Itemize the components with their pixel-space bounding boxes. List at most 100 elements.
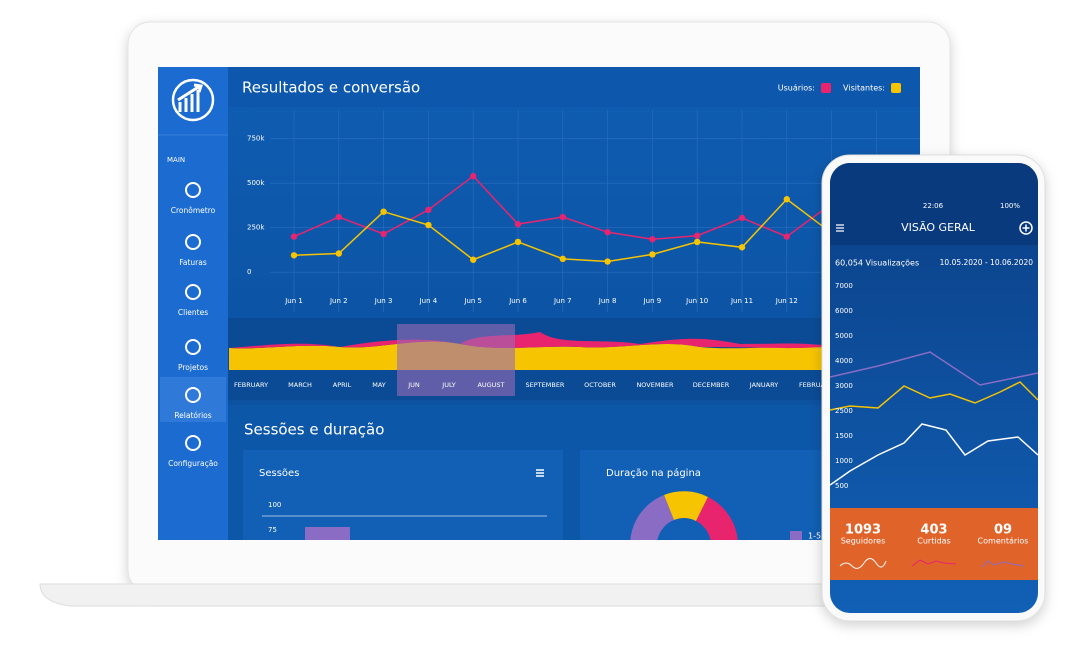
point xyxy=(335,250,342,257)
overview-users xyxy=(229,332,830,349)
point xyxy=(738,244,746,251)
y-tick-label: 0 xyxy=(247,268,251,276)
x-tick-label: Jun 8 xyxy=(598,297,617,305)
x-tick-label: Jun 12 xyxy=(775,297,798,305)
sessions-card xyxy=(243,450,563,540)
point xyxy=(380,208,387,215)
month-label: SEPTEMBER xyxy=(526,381,565,389)
legend-swatch xyxy=(821,83,831,93)
point xyxy=(649,236,656,243)
series-line xyxy=(293,175,877,241)
stat-label: Curtidas xyxy=(917,537,950,546)
phone-menu[interactable] xyxy=(836,224,844,232)
point xyxy=(694,238,701,246)
y-tick-label: 500k xyxy=(247,179,265,187)
point xyxy=(425,206,432,214)
x-tick-label: Jun 6 xyxy=(508,297,527,305)
month-label: MARCH xyxy=(288,381,312,389)
phone-axis-label: 5000 xyxy=(835,332,853,340)
sidebar-item[interactable]: Faturas xyxy=(179,258,207,267)
sidebar-icon xyxy=(185,435,201,451)
x-tick-label: Jun 4 xyxy=(419,297,438,305)
sidebar-item[interactable]: Relatórios xyxy=(174,411,211,420)
stat-label: Seguidores xyxy=(841,537,886,546)
sidebar-icon xyxy=(185,182,201,198)
point xyxy=(604,228,611,236)
point xyxy=(694,232,701,239)
point xyxy=(380,230,387,238)
month-label: AUGUST xyxy=(477,381,504,389)
point xyxy=(738,214,746,222)
point xyxy=(290,252,298,259)
point xyxy=(470,172,477,180)
sidebar-icon xyxy=(185,284,201,300)
sidebar-icon xyxy=(185,387,201,403)
phone-axis-label: 4000 xyxy=(835,357,853,365)
laptop-screen: MAIN Sessões e duração Duração na página… xyxy=(158,67,920,541)
section-title: Sessões e duração xyxy=(244,421,384,439)
overview-visitors xyxy=(229,341,830,370)
donut xyxy=(630,491,738,540)
phone-line-3 xyxy=(830,423,1038,486)
stats-panel xyxy=(830,508,1038,580)
status-time: 22:06 xyxy=(923,202,944,210)
point xyxy=(425,221,432,229)
phone-axis-label: 2500 xyxy=(835,407,853,415)
sidebar-icon xyxy=(185,339,201,355)
month-label: NOVEMBER xyxy=(636,381,674,389)
phone-period: 10.05.2020 - 10.06.2020 xyxy=(940,258,1034,267)
x-tick-label: Jun 3 xyxy=(374,297,393,305)
legend-label: Usuários: xyxy=(778,84,815,93)
month-label: DECEMBER xyxy=(693,381,730,389)
month-label: FEBRUARY xyxy=(799,381,833,389)
series-line xyxy=(293,198,877,263)
phone-title: VISÃO GERAL xyxy=(901,221,976,234)
month-label: JANUARY xyxy=(749,381,778,389)
phone-axis-label: 7000 xyxy=(835,282,853,290)
x-tick-label: Jun 10 xyxy=(685,297,708,305)
phone-axis-label: 1500 xyxy=(835,432,853,440)
month-label: JUN xyxy=(407,381,420,389)
sidebar-item[interactable]: Projetos xyxy=(178,363,208,372)
sidebar-item[interactable]: Clientes xyxy=(178,308,208,317)
phone-line-1 xyxy=(830,351,1038,386)
point xyxy=(559,213,566,221)
bar xyxy=(305,527,350,540)
point xyxy=(514,220,522,228)
sidebar-item[interactable]: Cronômetro xyxy=(171,206,216,215)
x-tick-label: Jun 9 xyxy=(643,297,662,305)
point xyxy=(335,213,342,221)
point xyxy=(559,255,566,263)
month-label: FEBRUARY xyxy=(234,381,268,389)
card-title: Sessões xyxy=(259,468,299,479)
x-tick-label: Jun 1 xyxy=(284,297,303,305)
overview-selection[interactable] xyxy=(397,324,515,396)
phone-screen: 22:06 100% VISÃO GERAL 60,054 Visualizaç… xyxy=(830,163,1038,613)
duration-title: Duração na página xyxy=(606,467,701,479)
duration-legend: 1-5 xyxy=(808,532,821,541)
phone-axis-label: 3000 xyxy=(835,382,853,390)
status-battery: 100% xyxy=(1000,202,1020,210)
x-tick-label: Jun 5 xyxy=(463,297,482,305)
chart-title: Resultados e conversão xyxy=(242,79,420,97)
legend-swatch xyxy=(891,83,901,93)
month-label: APRIL xyxy=(333,381,352,389)
stat-label: Comentários xyxy=(978,537,1029,546)
logo xyxy=(171,78,215,122)
point xyxy=(649,251,656,258)
phone-axis-label: 1000 xyxy=(835,457,853,465)
phone-axis-label: 6000 xyxy=(835,307,853,315)
x-tick-label: Jun 2 xyxy=(329,297,348,305)
sidebar-item[interactable]: Configuração xyxy=(168,459,218,468)
card-menu[interactable] xyxy=(536,469,544,477)
active-item xyxy=(160,377,226,422)
phone-axis-label: 500 xyxy=(835,482,848,490)
point xyxy=(604,258,611,265)
phone-add[interactable] xyxy=(1019,221,1033,235)
y-tick-label: 250k xyxy=(247,224,265,232)
sidebar-icon xyxy=(185,234,201,250)
x-tick-label: Jun 7 xyxy=(553,297,572,305)
point xyxy=(514,238,522,246)
sidebar-section: MAIN xyxy=(167,156,185,164)
